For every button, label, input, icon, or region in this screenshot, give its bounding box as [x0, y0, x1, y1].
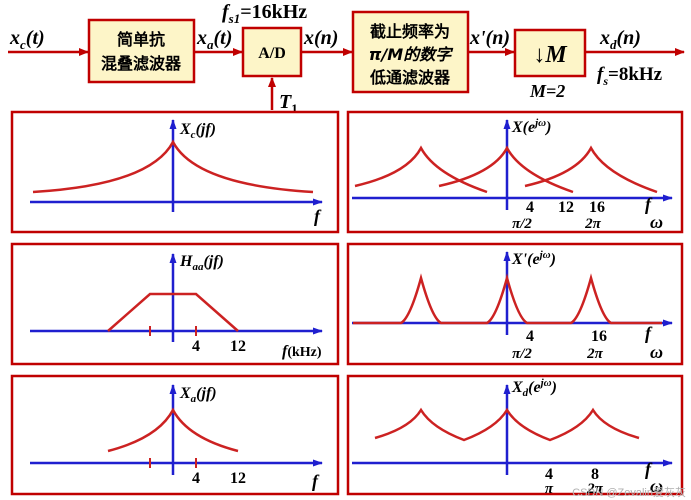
xw-xlabel-w: ω: [650, 212, 663, 232]
anti-alias-block-line2: 混叠滤波器: [101, 54, 182, 73]
panel-haa-frame: [10, 242, 340, 366]
xdw-xlabel-f: f: [645, 459, 653, 479]
xw-tick-pi2: π/2: [512, 216, 532, 232]
xdw-tick-2pi: 2π: [586, 481, 604, 497]
input-signal-label: xc(t): [9, 27, 45, 52]
haa-title: Haa(jf): [179, 253, 224, 273]
xn-signal-label: x(n): [303, 27, 338, 49]
panel-xw-frame: [346, 110, 684, 234]
xdw-tick-pi: π: [545, 481, 554, 497]
lowpass-block-line1: 截止频率为: [370, 22, 450, 41]
xpw-xlabel-f: f: [645, 323, 653, 343]
xpw-title: X'(ejω): [511, 249, 556, 268]
panel-xprime-spectrum: X'(ejω) 4 16 π/2 2π f ω: [346, 242, 684, 366]
xdw-title: Xd(ejω): [511, 377, 557, 399]
xc-xlabel: f: [314, 206, 322, 226]
lowpass-block-line3: 低通滤波器: [369, 68, 451, 87]
haa-xlabel: f(kHz): [282, 343, 322, 360]
xc-title: Xc(jf): [179, 121, 216, 141]
panel-xc-spectrum: Xc(jf) f: [10, 110, 340, 234]
xpw-curve: [353, 273, 662, 325]
panel-xw-spectrum: X(ejω) 4 12 16 π/2 2π f ω: [346, 110, 684, 234]
fs-label: fs=8kHz: [597, 64, 663, 88]
xpw-tick-pi2: π/2: [512, 346, 532, 362]
anti-alias-block-line1: 简单抗: [117, 30, 165, 49]
fs1-label: fs1=16kHz: [222, 1, 307, 26]
xa-xlabel: f: [312, 471, 320, 491]
xpw-xlabel-w: ω: [650, 342, 663, 362]
panel-xc-frame: [10, 110, 340, 234]
xdw-tick-8: 8: [591, 466, 599, 483]
xdw-xlabel-w: ω: [650, 476, 663, 496]
haa-curve: [107, 292, 239, 332]
xpw-tick-2pi: 2π: [586, 346, 604, 362]
xa-tick-label-12: 12: [230, 470, 246, 487]
xw-tick-12: 12: [558, 199, 574, 216]
m-value-label: M=2: [529, 81, 565, 101]
xw-tick-16: 16: [589, 199, 605, 216]
ad-block-label: A/D: [258, 45, 286, 62]
signal-chain: xc(t) 简单抗 混叠滤波器 xa(t) fs1=16kHz A/D T1 x…: [8, 1, 685, 116]
haa-tick-label-4: 4: [192, 338, 200, 355]
xa-curve: [107, 407, 239, 453]
haa-tick-label-12: 12: [230, 338, 246, 355]
output-signal-label: xd(n): [599, 27, 641, 52]
xw-title: X(ejω): [511, 117, 551, 136]
xc-curve: [32, 139, 314, 194]
xw-tick-2pi: 2π: [584, 216, 602, 232]
xa-tick-label-4: 4: [192, 470, 200, 487]
xdw-curve: [374, 407, 640, 442]
panel-haa-response: Haa(jf) 4 12 f(kHz): [10, 242, 340, 366]
downsampler-block: [513, 28, 587, 78]
xa-title: Xa(jf): [179, 385, 217, 405]
xpw-tick-16: 16: [591, 328, 607, 345]
xpw-tick-4: 4: [526, 328, 534, 345]
panel-xd-spectrum: Xd(ejω) 4 8 π 2π f ω: [346, 374, 684, 497]
panel-xa-frame: [10, 374, 340, 496]
xprime-signal-label: x'(n): [469, 27, 510, 49]
xw-xlabel-f: f: [645, 194, 653, 214]
xw-curve-right: [524, 145, 658, 194]
xa-signal-label: xa(t): [196, 27, 232, 52]
watermark: CSDN @Zevalin爱灰灰: [572, 485, 686, 499]
clock-label: T1: [279, 91, 298, 116]
panel-xa-spectrum: Xa(jf) 4 12 f: [10, 374, 340, 496]
lowpass-block-line2: π/M的数字: [369, 45, 454, 64]
downsampler-label: ↓M: [533, 42, 568, 68]
xdw-tick-4: 4: [545, 466, 553, 483]
xw-tick-4: 4: [526, 199, 534, 216]
